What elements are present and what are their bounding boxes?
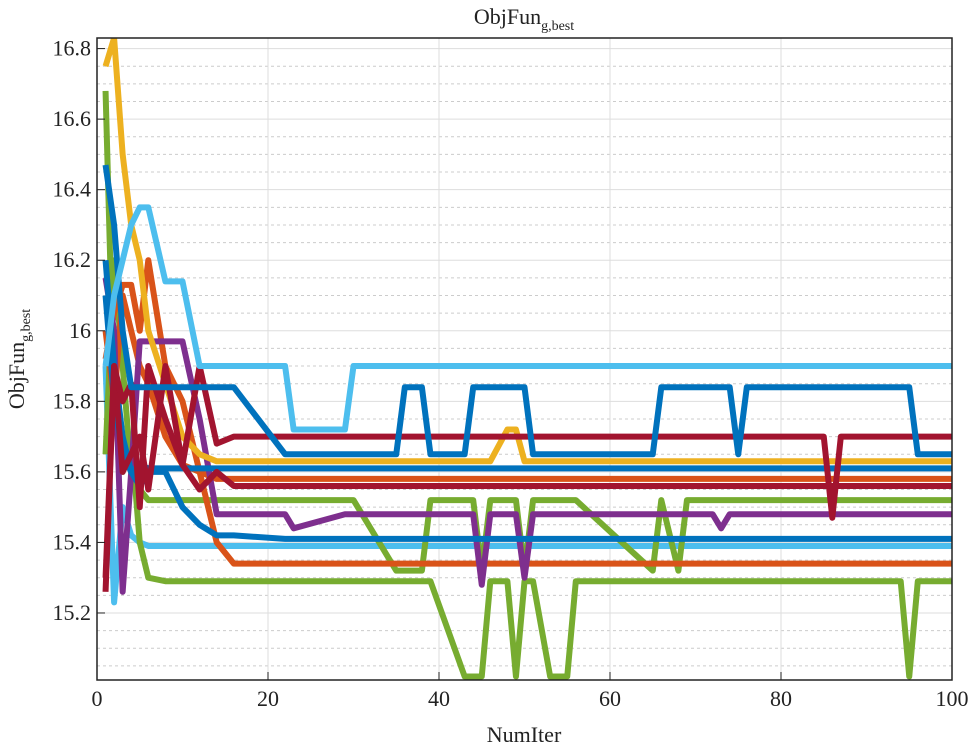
title-main: ObjFun <box>474 4 541 29</box>
x-tick-label: 20 <box>257 686 279 711</box>
x-tick-label: 60 <box>599 686 621 711</box>
series-line <box>102 259 952 542</box>
x-tick-label: 80 <box>770 686 792 711</box>
series-line <box>102 277 952 595</box>
y-tick-label: 16.8 <box>53 36 92 61</box>
series-line <box>102 257 952 567</box>
series-line <box>102 295 952 475</box>
chart-title: ObjFung,best <box>474 4 574 34</box>
series-line <box>102 363 952 578</box>
y-tick-label: 16.4 <box>53 177 92 202</box>
lines <box>102 38 952 680</box>
x-axis-label: NumIter <box>487 722 562 747</box>
series-line <box>102 164 952 458</box>
ylabel-sub: g,best <box>19 309 34 342</box>
x-tick-label: 0 <box>92 686 103 711</box>
x-tick-label: 40 <box>428 686 450 711</box>
y-axis-label: ObjFung,best <box>4 309 34 409</box>
y-tick-label: 16.6 <box>53 106 92 131</box>
series-line <box>102 38 952 465</box>
labels: 15.2 15.4 15.6 15.8 16 16.2 16.4 16.6 16.8 0 20 40 6… <box>53 36 969 711</box>
plot-frame <box>96 37 953 681</box>
y-tick-label: 15.4 <box>53 529 92 554</box>
series-line <box>102 257 952 574</box>
ylabel-main: ObjFun <box>4 342 29 409</box>
y-tick-label: 16.2 <box>53 247 92 272</box>
y-tick-label: 15.2 <box>53 600 92 625</box>
y-tick-label: 15.8 <box>53 388 92 413</box>
y-tick-label: 16 <box>69 318 91 343</box>
x-tick-label: 100 <box>936 686 969 711</box>
series-line <box>102 365 952 606</box>
y-tick-label: 15.6 <box>53 459 92 484</box>
series-line <box>102 204 952 433</box>
series-line <box>102 90 952 680</box>
title-sub: g,best <box>541 19 574 34</box>
